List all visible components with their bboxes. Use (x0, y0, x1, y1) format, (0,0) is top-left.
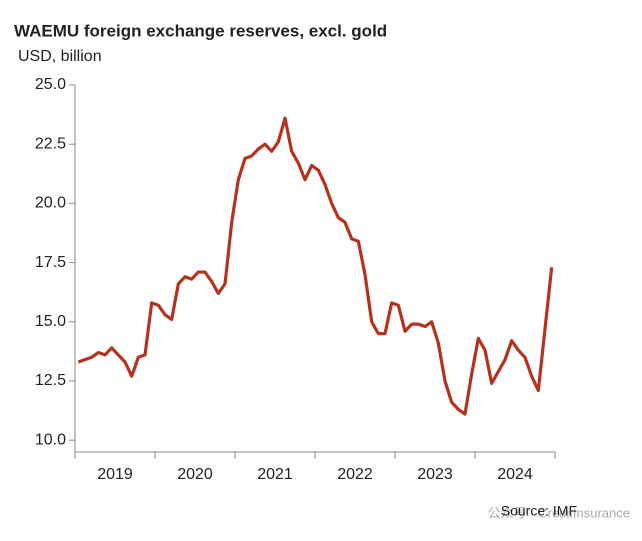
x-tick-label: 2024 (497, 466, 533, 483)
chart-title: WAEMU foreign exchange reserves, excl. g… (14, 21, 387, 40)
x-tick-label: 2023 (417, 466, 453, 483)
x-tick-label: 2021 (257, 466, 293, 483)
y-tick-label: 10.0 (35, 431, 66, 448)
source: Source: IMF (501, 503, 577, 519)
chart-subtitle: USD, billion (18, 48, 102, 65)
data-line (77, 116, 554, 416)
y-tick-label: 15.0 (35, 313, 66, 330)
y-tick-label: 25.0 (35, 76, 66, 93)
y-tick-label: 17.5 (35, 254, 66, 271)
y-tick-label: 20.0 (35, 195, 66, 212)
x-tick-label: 2020 (177, 466, 213, 483)
y-tick-label: 12.5 (35, 372, 66, 389)
x-tick-label: 2019 (97, 466, 133, 483)
x-tick-label: 2022 (337, 466, 373, 483)
watermark: 公众号 · CreditInsurance (488, 505, 630, 520)
y-tick-label: 22.5 (35, 135, 66, 152)
